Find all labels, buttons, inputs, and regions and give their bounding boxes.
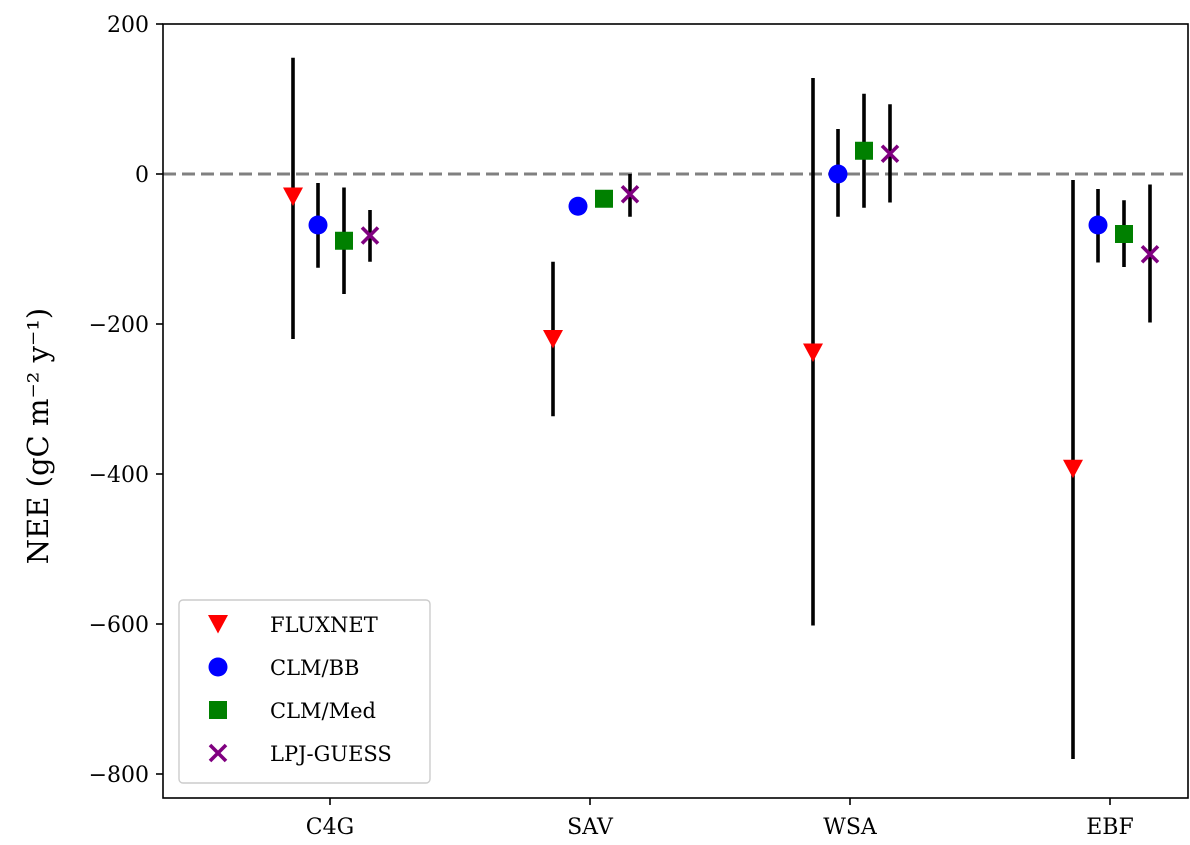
legend-label-clm-med: CLM/Med: [270, 699, 376, 723]
y-tick-label: −400: [89, 463, 149, 488]
legend: FLUXNET CLM/BB CLM/Med LPJ-GUESS: [178, 599, 431, 784]
clm-bb-point: [308, 215, 328, 235]
x-tick-label: EBF: [1086, 815, 1134, 840]
y-tick-label: −800: [89, 763, 149, 788]
legend-label-clm-bb: CLM/BB: [270, 656, 359, 680]
x-tick-label: C4G: [306, 815, 354, 840]
y-tick-label: 0: [135, 163, 149, 188]
legend-marker-lpj-guess: [208, 743, 228, 763]
plot-frame: [162, 23, 1189, 799]
lpj-guess-point: [620, 184, 640, 204]
legend-label-fluxnet: FLUXNET: [270, 613, 378, 637]
clm-bb-point: [568, 196, 588, 216]
lpj-guess-point: [880, 144, 900, 164]
clm-med-point: [335, 231, 353, 250]
fluxnet-point: [543, 330, 563, 349]
x-tick-label: SAV: [567, 815, 614, 840]
clm-med-point: [595, 189, 613, 208]
x-axis: C4G SAV WSA EBF: [306, 798, 1134, 840]
fluxnet-point: [1063, 459, 1083, 479]
y-tick-label: 200: [107, 13, 149, 38]
x-tick-label: WSA: [823, 815, 878, 840]
y-tick-label: −600: [89, 613, 149, 638]
clm-med-point: [1115, 225, 1133, 243]
clm-med-point: [855, 141, 873, 160]
y-axis: 200 0 −200 −400 −600 −800: [89, 13, 163, 788]
marker-layer: [283, 141, 1160, 479]
y-axis-title: NEE (gC m⁻² y⁻¹): [21, 308, 55, 565]
y-tick-label: −200: [89, 313, 149, 338]
fluxnet-point: [283, 187, 303, 206]
legend-box: [178, 599, 431, 784]
clm-bb-point: [1088, 215, 1108, 235]
lpj-guess-point: [1140, 244, 1160, 264]
lpj-guess-point: [360, 226, 380, 245]
legend-label-lpj-guess: LPJ-GUESS: [270, 742, 392, 766]
clm-bb-point: [828, 164, 848, 184]
legend-marker-clm-med: [209, 701, 227, 719]
fluxnet-point: [803, 343, 823, 362]
legend-marker-fluxnet: [208, 615, 228, 634]
legend-marker-clm-bb: [208, 657, 228, 677]
